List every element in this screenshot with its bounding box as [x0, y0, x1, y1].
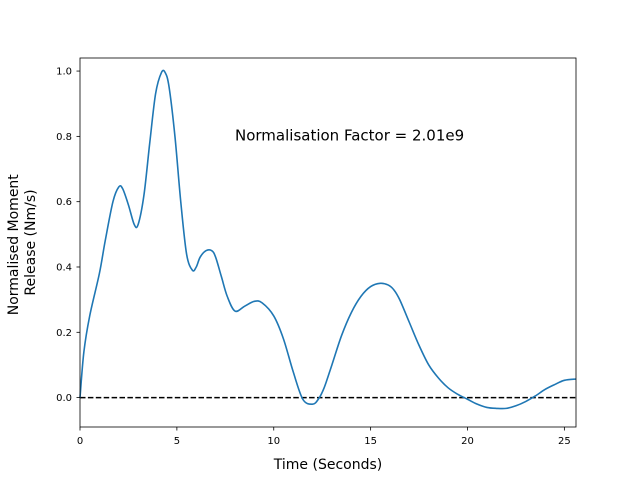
y-tick-label: 0.4 — [56, 262, 72, 273]
y-tick-label: 0.8 — [56, 132, 72, 143]
x-tick-label: 0 — [77, 436, 83, 447]
x-tick-label: 20 — [461, 436, 474, 447]
x-axis: 0 5 10 15 20 25 — [77, 427, 571, 447]
y-axis-label-line-1: Normalised Moment — [6, 174, 22, 316]
x-tick-label: 25 — [558, 436, 571, 447]
y-tick-label: 0.0 — [56, 393, 72, 404]
y-axis: 0.0 0.2 0.4 0.6 0.8 1.0 — [56, 67, 80, 404]
plot-area — [79, 57, 577, 428]
y-axis-label: Normalised Moment Release (Nm/s) — [6, 170, 39, 316]
y-axis-label-line-2: Release (Nm/s) — [23, 189, 39, 295]
x-tick-label: 10 — [267, 436, 280, 447]
axes-frame — [79, 57, 577, 428]
series-line-0 — [79, 69, 577, 410]
y-tick-label: 1.0 — [56, 67, 72, 78]
x-axis-label: Time (Seconds) — [273, 457, 382, 473]
y-tick-label: 0.6 — [56, 197, 72, 208]
y-tick-label: 0.2 — [56, 328, 72, 339]
normalisation-annotation: Normalisation Factor = 2.01e9 — [235, 126, 464, 144]
x-tick-label: 5 — [174, 436, 180, 447]
x-tick-label: 15 — [364, 436, 377, 447]
